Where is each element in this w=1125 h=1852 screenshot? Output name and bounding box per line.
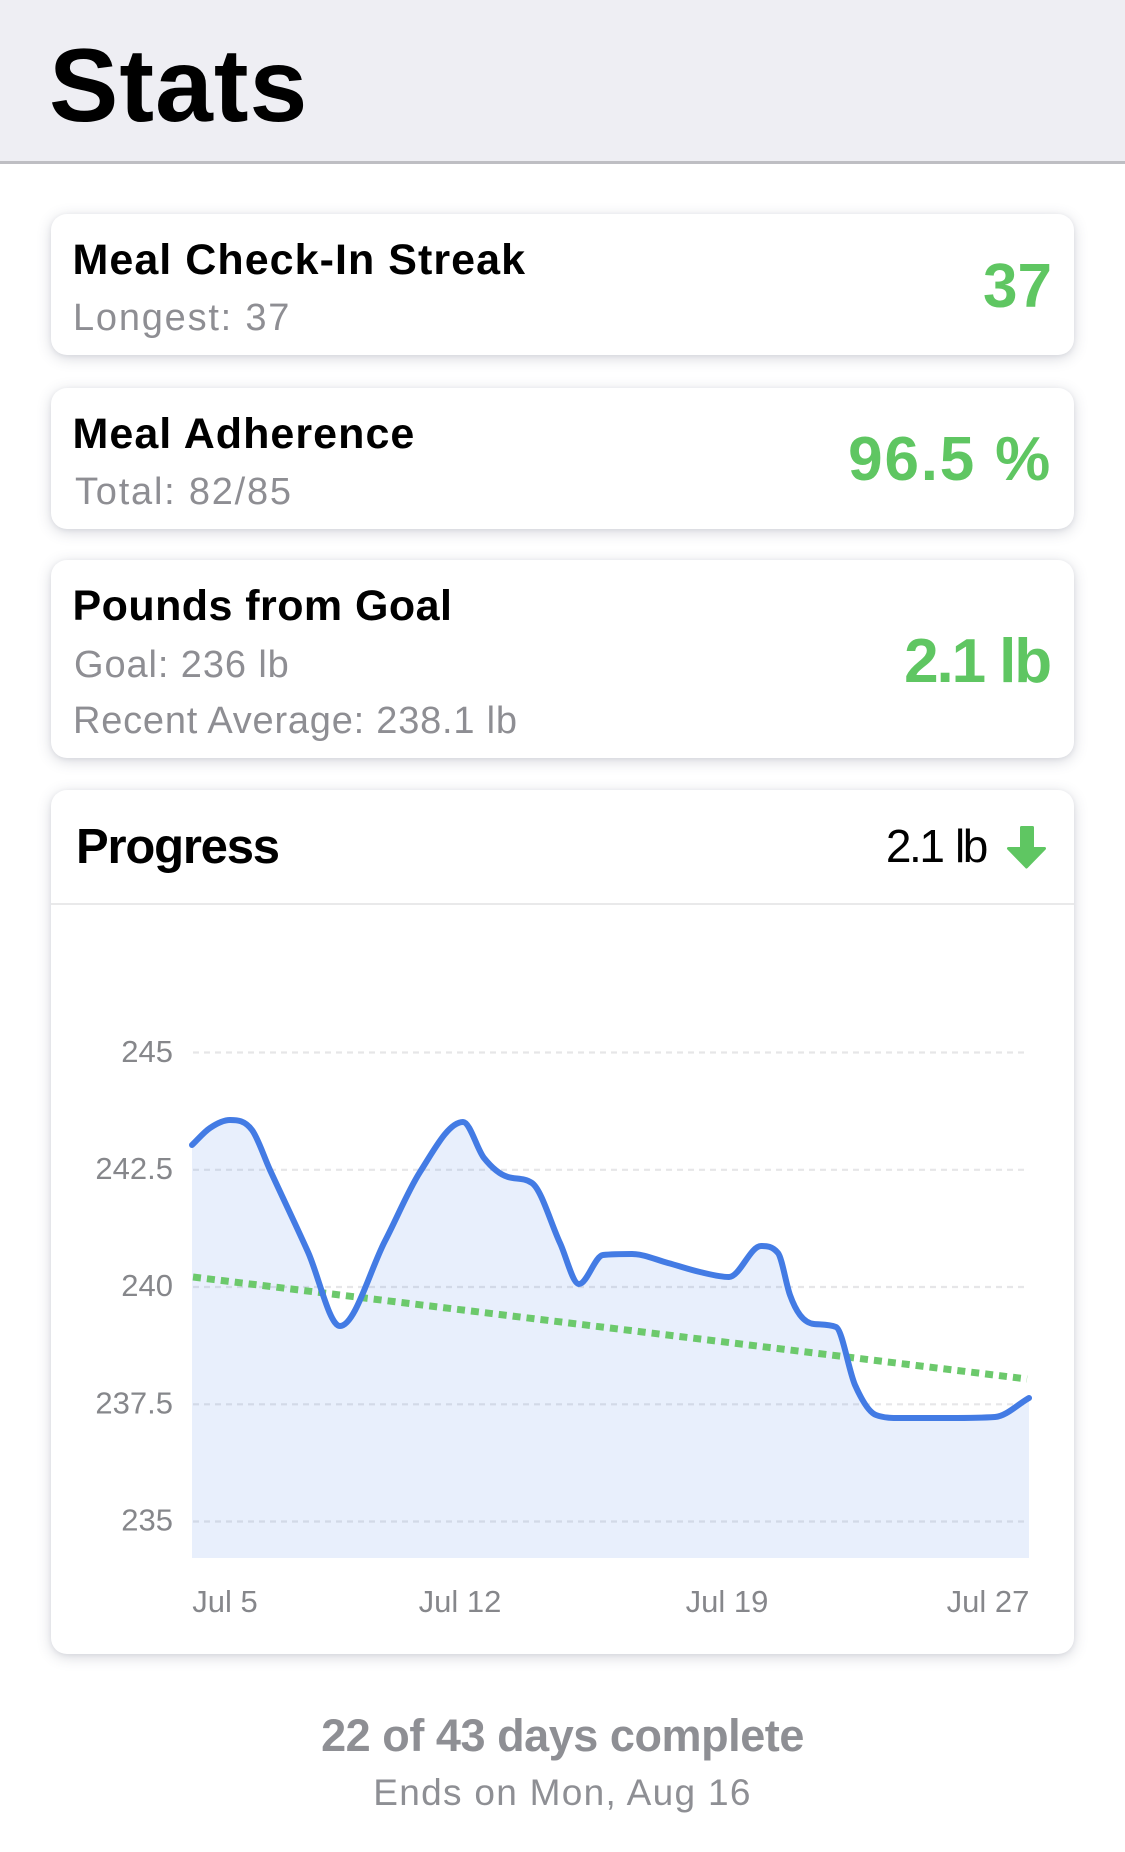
svg-text:237.5: 237.5 bbox=[95, 1386, 173, 1421]
svg-text:242.5: 242.5 bbox=[95, 1151, 173, 1186]
svg-text:Jul 19: Jul 19 bbox=[686, 1584, 769, 1619]
svg-text:Jul 27: Jul 27 bbox=[947, 1584, 1030, 1619]
svg-text:Jul 5: Jul 5 bbox=[192, 1584, 257, 1619]
svg-text:240: 240 bbox=[121, 1268, 173, 1303]
svg-text:235: 235 bbox=[121, 1503, 173, 1538]
svg-text:Jul 12: Jul 12 bbox=[419, 1584, 502, 1619]
svg-text:245: 245 bbox=[121, 1034, 173, 1069]
